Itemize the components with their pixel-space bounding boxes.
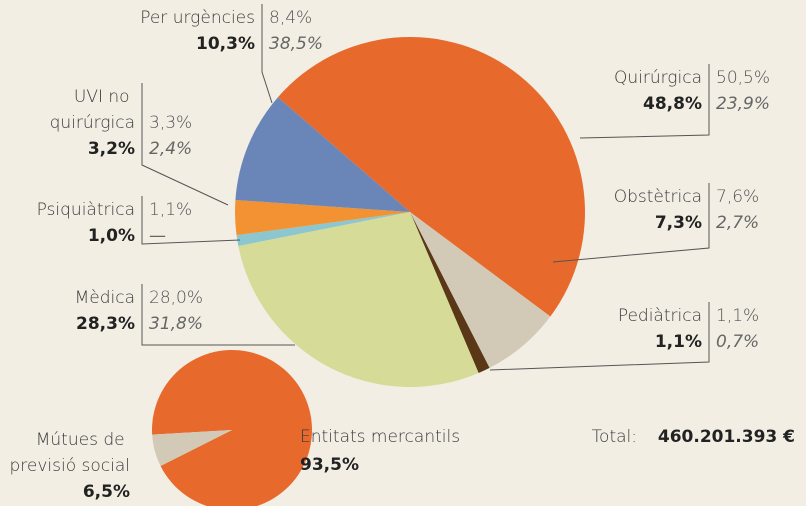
tertiary-value: 0,7%	[716, 332, 759, 352]
tertiary-value: —	[149, 226, 166, 246]
secondary-value: 50,5%	[716, 68, 770, 88]
value-label: 6,5%	[83, 482, 130, 502]
category-label: Pediàtrica	[618, 306, 702, 326]
secondary-value: 28,0%	[149, 288, 203, 308]
pie-slice	[152, 350, 312, 506]
value-label: 1,1%	[655, 332, 702, 352]
category-label: Per urgències	[140, 8, 255, 28]
pie-slice	[277, 36, 586, 317]
secondary-value: 3,3%	[149, 113, 192, 133]
secondary-value: 7,6%	[716, 187, 759, 207]
tertiary-value: 2,7%	[716, 213, 759, 233]
leader-line	[552, 183, 710, 263]
leader-line	[141, 83, 229, 206]
pie-slice	[235, 200, 410, 236]
category-label: Mèdica	[75, 288, 135, 308]
value-label: 3,2%	[88, 139, 135, 159]
pie-slice	[235, 97, 410, 212]
leader-line	[261, 4, 273, 104]
total-value: 460.201.393 €	[658, 427, 795, 447]
secondary-value: 8,4%	[269, 8, 312, 28]
leader-line	[141, 284, 295, 346]
leader-line	[141, 196, 241, 245]
category-label: Psiquiàtrica	[37, 200, 135, 220]
leader-line	[489, 302, 710, 371]
category-label: Quirúrgica	[614, 68, 702, 88]
secondary-value: 1,1%	[716, 306, 759, 326]
tertiary-value: 23,9%	[716, 94, 770, 114]
pie-slice	[238, 212, 479, 387]
value-label: 1,0%	[88, 226, 135, 246]
category-label: Obstètrica	[614, 187, 702, 207]
value-label: 7,3%	[655, 213, 702, 233]
pie-slice	[152, 430, 232, 466]
value-label: 28,3%	[76, 314, 135, 334]
secondary-value: 1,1%	[149, 200, 192, 220]
value-label: 93,5%	[300, 455, 359, 475]
pie-slice	[236, 212, 410, 246]
category-label: Entitats mercantils	[300, 427, 460, 447]
tertiary-value: 31,8%	[149, 314, 203, 334]
pie-slice	[410, 212, 490, 373]
value-label: 10,3%	[196, 34, 255, 54]
tertiary-value: 2,4%	[149, 139, 192, 159]
value-label: 48,8%	[643, 94, 702, 114]
total-label: Total:	[592, 427, 637, 447]
category-label: Mútues de previsió social	[9, 430, 130, 476]
pie-slice	[410, 212, 551, 368]
category-label: UVI no quirúrgica	[50, 87, 135, 133]
tertiary-value: 38,5%	[269, 34, 323, 54]
leader-line	[579, 64, 710, 139]
